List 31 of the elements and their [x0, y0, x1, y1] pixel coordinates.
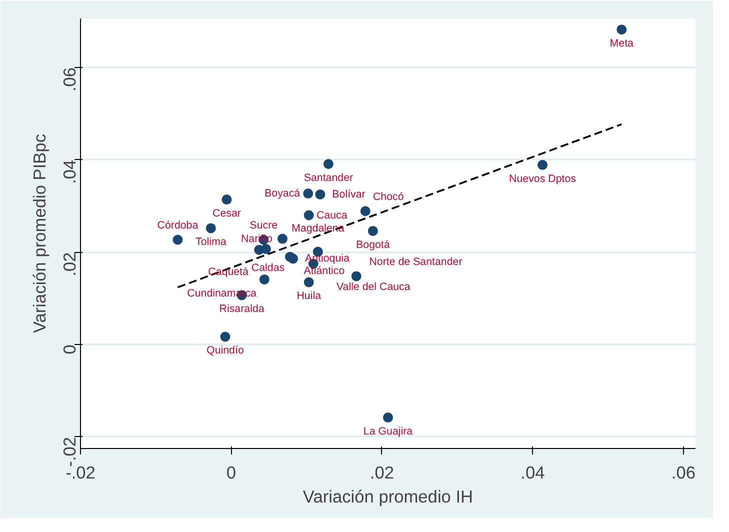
x-tick-label: .02	[370, 462, 394, 482]
y-axis-title: Variación promedio PIBpc	[30, 134, 50, 334]
annotation: Meta	[610, 38, 634, 50]
annotation: Quindío	[206, 344, 244, 357]
x-tick-label: .06	[671, 462, 696, 482]
annotation: Bolívar	[332, 188, 366, 200]
annotation: Cesar	[212, 208, 242, 220]
annotation: Boyacá	[264, 188, 300, 200]
annotation: Atlántico	[304, 264, 345, 277]
y-tick-label: .04	[60, 159, 80, 184]
y-tick-label: .06	[60, 67, 80, 92]
annotation: Norte de Santander	[369, 256, 463, 268]
annotation: Santander	[304, 172, 354, 184]
annotation: Nuevos Dptos	[509, 172, 576, 185]
annotation: Cauca	[316, 209, 348, 222]
x-tick-label: 0	[226, 462, 236, 482]
annotation: Huila	[296, 290, 322, 302]
annotation: Sucre	[250, 220, 278, 232]
annotation: Valle del Cauca	[336, 280, 410, 293]
annotation: Risaralda	[219, 303, 264, 316]
x-tick-label: .04	[520, 462, 546, 482]
annotation: La Guajira	[363, 426, 413, 438]
annotation: Caldas	[251, 262, 285, 274]
annotation: Antioquia	[305, 252, 350, 265]
annotation: Córdoba	[157, 220, 198, 232]
y-tick-label: 0	[60, 344, 80, 354]
annotation: Chocó	[372, 191, 404, 204]
annotation: Bogotá	[356, 238, 390, 251]
annotation: Tolima	[195, 236, 226, 248]
y-tick-label: .02	[60, 252, 80, 276]
x-axis-title: Variación promedio IH	[302, 486, 474, 506]
